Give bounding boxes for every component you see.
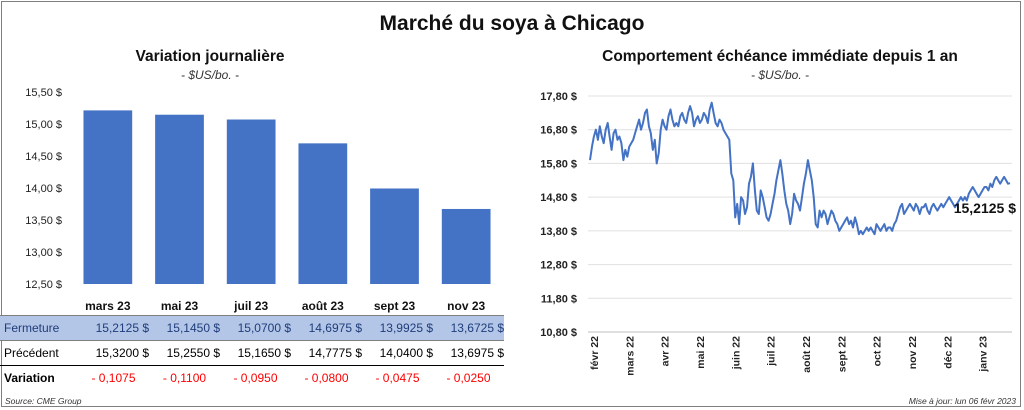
- x-tick-label: févr 22: [589, 336, 601, 370]
- bar: [155, 114, 204, 284]
- table-cell: - 0,1075: [78, 365, 149, 390]
- table-cell: 15,1650 $: [220, 340, 291, 366]
- x-tick-label: sept 22: [836, 336, 848, 372]
- table-cell: 13,6725 $: [433, 315, 504, 341]
- bar: [298, 143, 348, 284]
- y-tick-label: 12,80 $: [540, 260, 577, 272]
- right-chart-title: Comportement échéance immédiate depuis 1…: [602, 48, 958, 65]
- table-row-fermeture: Fermeture 15,2125 $ 15,1450 $ 15,0700 $ …: [0, 315, 504, 341]
- y-tick-label: 15,00 $: [25, 119, 62, 131]
- table-cell: 15,3200 $: [78, 340, 149, 366]
- table-row-variation: Variation - 0,1075 - 0,1100 - 0,0950 - 0…: [0, 365, 504, 390]
- y-tick-label: 12,50 $: [25, 279, 62, 291]
- x-tick-label: mars 23: [85, 299, 131, 313]
- y-tick-label: 13,50 $: [25, 215, 62, 227]
- table-cell: 13,6975 $: [433, 340, 504, 366]
- page-title: Marché du soya à Chicago: [379, 12, 645, 35]
- y-tick-label: 14,80 $: [540, 192, 577, 204]
- x-tick-label: mai 22: [695, 336, 707, 369]
- table-cell: - 0,1100: [149, 365, 220, 390]
- table-cell: 14,7775 $: [291, 340, 362, 366]
- y-tick-label: 14,00 $: [25, 183, 62, 195]
- x-tick-label: août 23: [302, 299, 344, 313]
- table-cell: - 0,0250: [433, 365, 504, 390]
- bar: [441, 208, 491, 284]
- x-tick-label: janv 23: [978, 336, 990, 373]
- x-tick-label: nov 22: [907, 336, 919, 369]
- row-label: Précédent: [0, 340, 78, 366]
- x-tick-label: déc 22: [942, 336, 954, 369]
- table-cell: 15,0700 $: [220, 315, 291, 341]
- bar: [226, 119, 276, 284]
- updated-note: Mise à jour: lun 06 févr 2023: [908, 396, 1016, 406]
- y-tick-label: 11,80 $: [541, 293, 577, 305]
- right-chart-subtitle: - $US/bo. -: [750, 68, 810, 82]
- table-cell: 15,2125 $: [78, 315, 149, 341]
- y-tick-label: 15,50 $: [25, 87, 62, 99]
- table-cell: 14,0400 $: [362, 340, 433, 366]
- line-chart: 10,80 $ 11,80 $ 12,80 $ 13,80 $ 14,80 $ 15,80…: [540, 91, 1016, 376]
- table-cell: 13,9925 $: [362, 315, 433, 341]
- row-label: Variation: [0, 365, 78, 390]
- x-tick-label: mars 22: [624, 336, 636, 376]
- x-tick-label: juin 22: [730, 336, 742, 370]
- y-tick-label: 15,80 $: [540, 158, 577, 170]
- table-row-precedent: Précédent 15,3200 $ 15,2550 $ 15,1650 $ …: [0, 340, 504, 366]
- bar-chart: 12,50 $ 13,00 $ 13,50 $ 14,00 $ 14,50 $ 15,00…: [25, 87, 491, 313]
- x-tick-label: juil 22: [766, 336, 778, 367]
- source-note: Source: CME Group: [5, 396, 82, 406]
- y-tick-label: 13,80 $: [540, 226, 577, 238]
- row-label: Fermeture: [0, 315, 78, 341]
- table-cell: 15,1450 $: [149, 315, 220, 341]
- table-cell: 14,6975 $: [291, 315, 362, 341]
- table-cell: 15,2550 $: [149, 340, 220, 366]
- x-tick-label: oct 22: [872, 336, 884, 367]
- last-value-label: 15,2125 $: [954, 200, 1016, 216]
- y-tick-label: 17,80 $: [540, 91, 577, 103]
- x-tick-label: août 22: [801, 336, 813, 373]
- table-cell: - 0,0475: [362, 365, 433, 390]
- bar: [370, 188, 419, 284]
- x-tick-label: nov 23: [447, 299, 485, 313]
- x-tick-label: sept 23: [374, 299, 416, 313]
- y-tick-label: 13,00 $: [25, 247, 62, 259]
- y-tick-label: 16,80 $: [540, 125, 577, 137]
- y-tick-label: 10,80 $: [540, 327, 577, 339]
- x-tick-label: mai 23: [161, 299, 199, 313]
- table-cell: - 0,0950: [220, 365, 291, 390]
- series-line: [589, 101, 1011, 236]
- bar: [83, 110, 133, 285]
- price-table: Fermeture 15,2125 $ 15,1450 $ 15,0700 $ …: [0, 315, 504, 390]
- x-tick-label: juil 23: [233, 299, 268, 313]
- left-chart-subtitle: - $US/bo. -: [180, 68, 240, 82]
- left-chart-title: Variation journalière: [135, 48, 285, 65]
- x-tick-label: avr 22: [660, 336, 672, 367]
- table-cell: - 0,0800: [291, 365, 362, 390]
- y-tick-label: 14,50 $: [25, 151, 62, 163]
